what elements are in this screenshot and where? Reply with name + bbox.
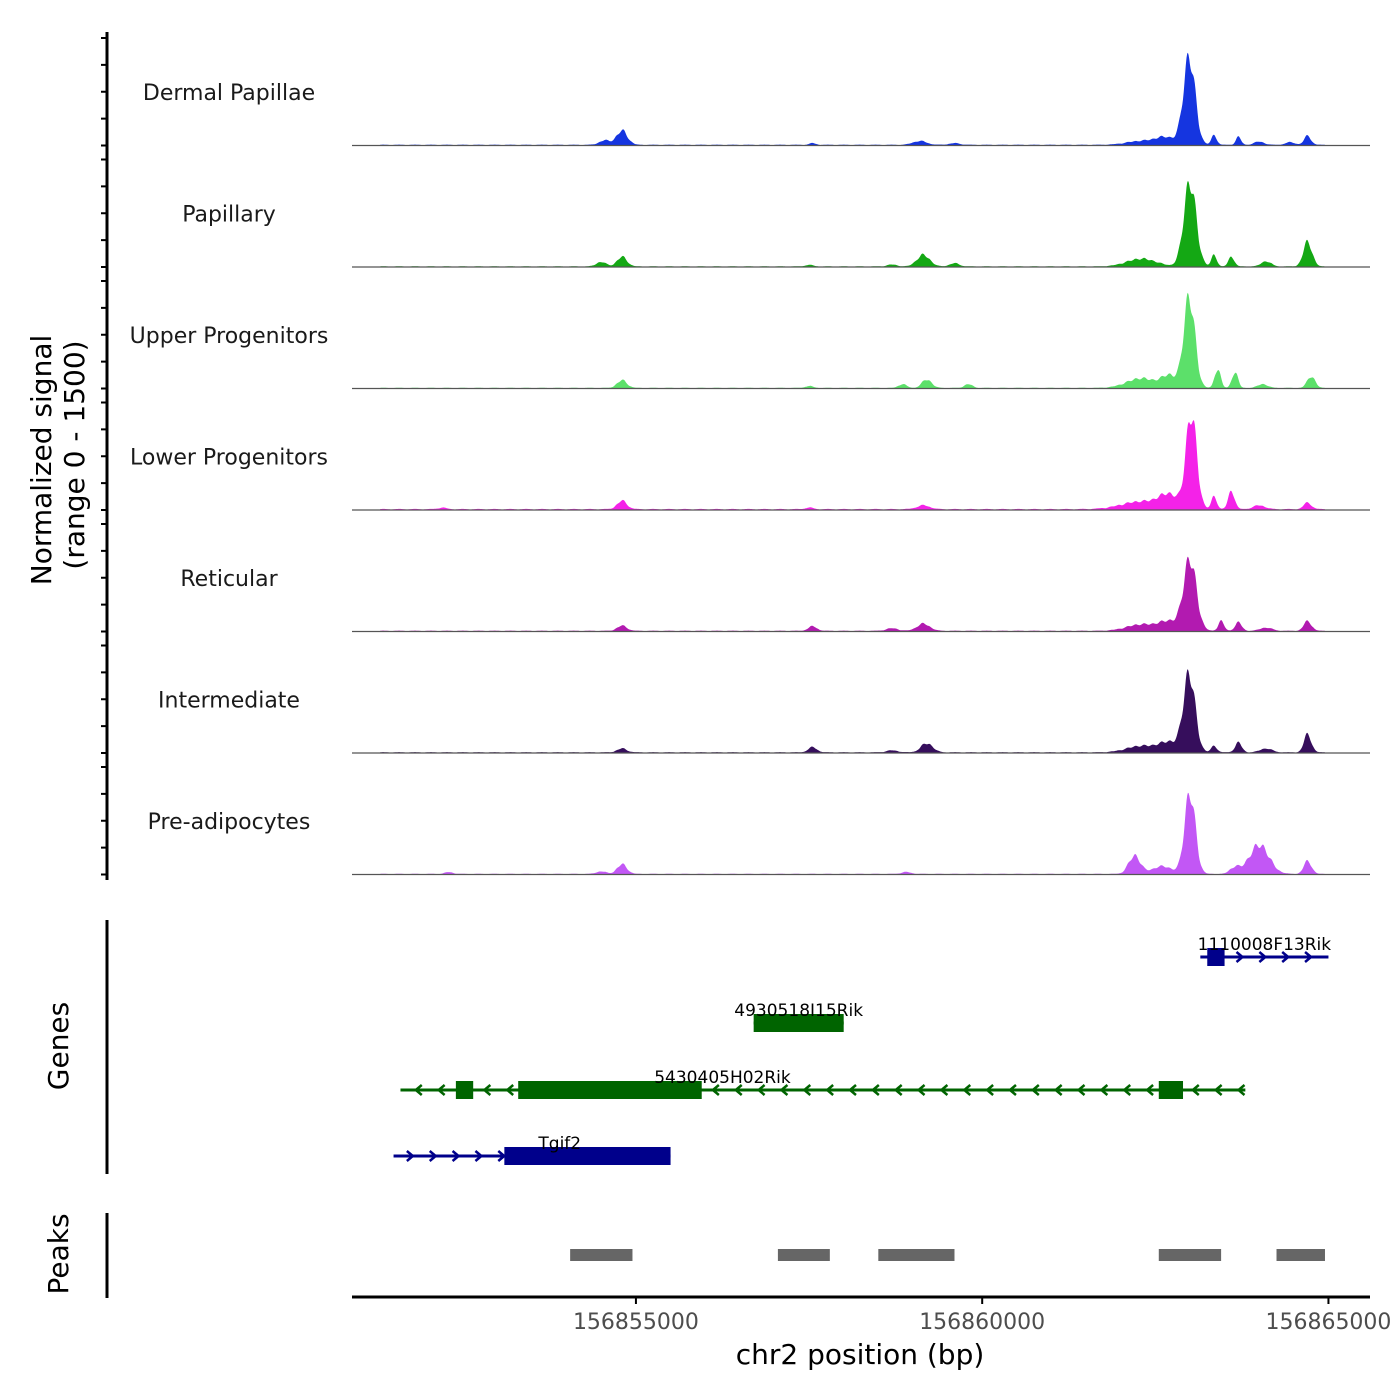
gene-4930518i15rik: 4930518I15Rik [734,1001,863,1032]
gene-1110008f13rik: 1110008F13Rik [1198,935,1332,966]
gene-exon [753,1014,844,1032]
strand-arrow [848,1084,857,1096]
strand-arrow [413,1084,423,1096]
strand-arrow [802,1084,812,1096]
signal-area [358,420,1325,510]
strand-arrow [406,1150,415,1162]
strand-arrow [1304,951,1314,963]
track-label: Pre-adipocytes [148,810,311,835]
strand-arrow [870,1084,880,1096]
signal-area [358,52,1325,146]
gene-exon [518,1081,702,1099]
track-label: Lower Progenitors [130,446,328,471]
x-tick-label: 156865000 [1265,1310,1391,1335]
track-upper-progenitors: Upper Progenitors [130,292,1370,390]
coverage-axis-title-line2: (range 0 - 1500) [58,340,91,569]
strand-arrow [779,1084,789,1096]
coverage-y-ticks [101,37,107,876]
gene-label: 4930518I15Rik [734,1001,863,1021]
x-tick-label: 156860000 [919,1310,1045,1335]
peaks-axis-title: Peaks [42,1213,75,1294]
x-axis-title: chr2 position (bp) [736,1338,985,1371]
strand-arrow [451,1150,461,1162]
strand-arrow [825,1084,834,1096]
peak-track [570,1249,1325,1261]
gene-exon [1207,948,1225,966]
signal-area [358,292,1325,389]
strand-arrow [1008,1084,1017,1096]
track-intermediate: Intermediate [158,669,1370,754]
gene-5430405h02rik: 5430405H02Rik [400,1068,1246,1099]
strand-arrow [733,1084,743,1096]
peak-region [1276,1249,1325,1261]
strand-arrow [1258,951,1268,963]
coverage-axis-title: Normalized signal (range 0 - 1500) [25,335,91,586]
strand-arrow [1190,1084,1200,1096]
peak-region [777,1249,830,1261]
peak-region [1158,1249,1222,1261]
strand-arrow [1236,1084,1246,1096]
gene-tgif2: Tgif2 [393,1134,671,1165]
coverage-axis-title-line1: Normalized signal [25,335,58,586]
gene-exon [504,1147,671,1165]
track-label: Upper Progenitors [130,324,329,349]
signal-area [358,180,1325,267]
strand-arrow [1076,1084,1086,1096]
gene-track: 1110008F13Rik 4930518I15Rik 5430405H02Rik T… [393,935,1332,1165]
track-lower-progenitors: Lower Progenitors [130,420,1370,511]
track-label: Reticular [180,567,278,592]
gene-label: Tgif2 [537,1134,581,1154]
strand-arrow [436,1084,446,1096]
track-label: Papillary [182,203,276,228]
strand-arrow [1145,1084,1154,1096]
strand-arrow [1235,951,1245,963]
gene-label: 5430405H02Rik [654,1068,791,1088]
strand-arrow [1099,1084,1109,1096]
track-dermal-papillae: Dermal Papillae [143,52,1370,147]
strand-arrow [474,1150,484,1162]
strand-arrow [497,1150,507,1162]
strand-arrow [1053,1084,1063,1096]
peak-region [570,1249,633,1261]
peak-region [878,1249,955,1261]
track-papillary: Papillary [182,180,1370,268]
strand-arrow [893,1084,903,1096]
strand-arrow [1213,1084,1223,1096]
strand-arrow [939,1084,949,1096]
signal-area [358,556,1325,632]
strand-arrow [985,1084,994,1096]
strand-arrow [505,1084,515,1096]
strand-arrow [962,1084,972,1096]
gene-exon [455,1081,474,1099]
gene-exon [1158,1081,1184,1099]
strand-arrow [428,1150,438,1162]
track-label: Intermediate [158,689,300,714]
strand-arrow [482,1084,492,1096]
strand-arrow [1122,1084,1132,1096]
track-pre-adipocytes: Pre-adipocytes [148,792,1370,876]
signal-area [358,792,1325,875]
strand-arrow [1030,1084,1040,1096]
track-reticular: Reticular [180,556,1370,633]
gene-label: 1110008F13Rik [1198,935,1332,955]
coverage-tracks: Dermal Papillae Papillary Upper Progenitor… [130,52,1370,876]
strand-arrow [1281,951,1291,963]
signal-area [358,669,1325,753]
strand-arrow [710,1084,720,1096]
x-axis-ticks: 156855000 156860000 156865000 [573,1297,1391,1335]
x-tick-label: 156855000 [573,1310,699,1335]
strand-arrow [756,1084,766,1096]
track-label: Dermal Papillae [143,81,315,106]
strand-arrow [916,1084,926,1096]
genes-axis-title: Genes [42,1002,75,1090]
